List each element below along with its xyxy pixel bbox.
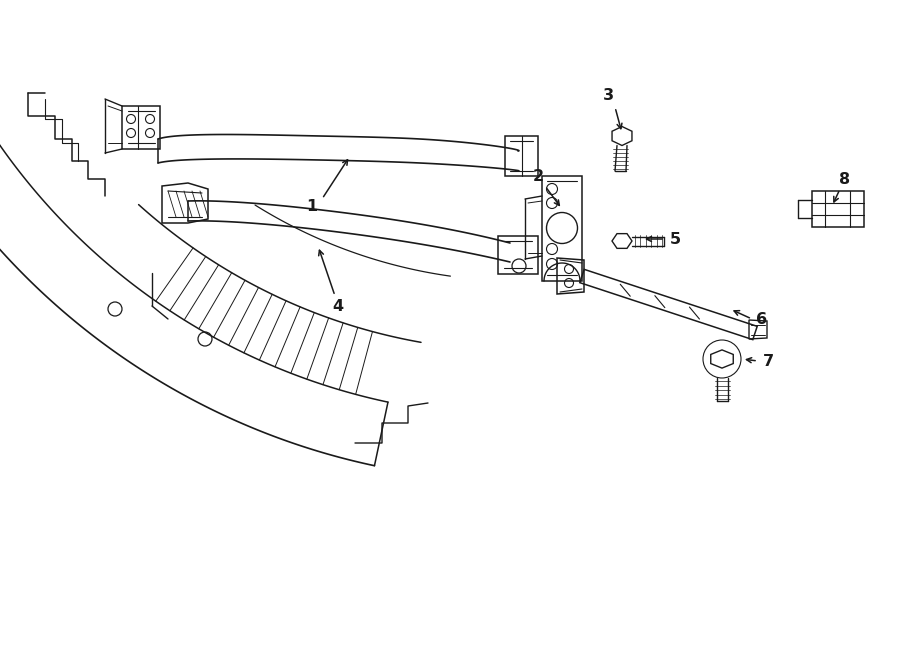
- Text: 6: 6: [756, 311, 768, 327]
- Text: 1: 1: [306, 198, 318, 214]
- Text: 5: 5: [670, 231, 680, 247]
- Text: 2: 2: [533, 169, 544, 184]
- Text: 8: 8: [840, 171, 850, 186]
- Text: 7: 7: [762, 354, 774, 368]
- Text: 3: 3: [602, 89, 614, 104]
- Text: 4: 4: [332, 299, 344, 313]
